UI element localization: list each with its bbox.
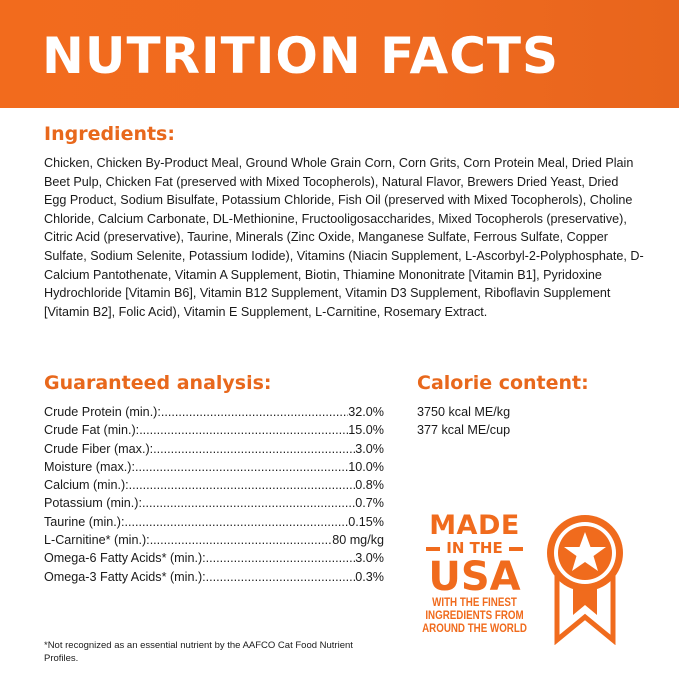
analysis-row: Potassium (min.): 0.7% (44, 494, 384, 512)
badge-sub-3: AROUND THE WORLD (422, 622, 527, 635)
badge-sub-2: INGREDIENTS FROM (425, 609, 524, 622)
calorie-per-cup: 377 kcal ME/cup (417, 423, 511, 438)
badge-sub-1: WITH THE FINEST (432, 597, 517, 609)
analysis-value: 0.8% (355, 478, 384, 493)
analysis-row: Omega-6 Fatty Acids* (min.): 3.0% (44, 549, 384, 567)
analysis-row: L-Carnitine* (min.): 80 mg/kg (44, 531, 384, 549)
calorie-heading: Calorie content: (417, 372, 589, 394)
dot-leader (124, 513, 348, 531)
analysis-row: Omega-3 Fatty Acids* (min.): 0.3% (44, 568, 384, 586)
analysis-label: Calcium (min.): (44, 478, 129, 493)
award-ribbon-star-icon (547, 515, 623, 645)
analysis-row: Taurine (min.): 0.15% (44, 513, 384, 531)
made-in-usa-badge: MADE IN THE USA WITH THE FINEST INGREDIE… (412, 512, 537, 635)
calorie-per-kg: 3750 kcal ME/kg (417, 405, 511, 419)
analysis-value: 80 mg/kg (332, 533, 384, 548)
analysis-label: Potassium (min.): (44, 496, 142, 511)
ingredients-heading: Ingredients: (44, 123, 175, 145)
analysis-row: Calcium (min.): 0.8% (44, 476, 384, 494)
analysis-value: 10.0% (348, 459, 384, 474)
analysis-table: Crude Protein (min.): 32.0% Crude Fat (min… (44, 403, 384, 586)
calorie-content: 3750 kcal ME/kg 377 kcal ME/cup (417, 403, 510, 440)
analysis-label: Taurine (min.): (44, 514, 125, 529)
analysis-row: Crude Protein (min.): 32.0% (44, 403, 384, 421)
badge-in-the-text: IN THE (446, 539, 503, 557)
analysis-value: 3.0% (355, 441, 384, 456)
analysis-value: 32.0% (348, 405, 384, 419)
dot-leader (153, 440, 355, 458)
analysis-label: Moisture (max.): (44, 459, 135, 474)
dot-leader (139, 421, 348, 439)
dot-leader (150, 531, 333, 549)
analysis-label: Crude Fat (min.): (44, 423, 140, 438)
header-banner: NUTRITION FACTS (0, 0, 679, 108)
ingredients-text: Chicken, Chicken By-Product Meal, Ground… (44, 156, 644, 319)
analysis-label: L-Carnitine* (min.): (44, 533, 150, 548)
badge-in-the: IN THE (412, 540, 537, 557)
footnote: *Not recognized as an essential nutrient… (44, 640, 353, 664)
analysis-label: Omega-3 Fatty Acids* (min.): (44, 569, 206, 584)
analysis-value: 0.3% (355, 569, 384, 584)
analysis-label: Omega-6 Fatty Acids* (min.): (44, 551, 206, 566)
dot-leader (206, 549, 356, 567)
dot-leader (206, 568, 356, 586)
dot-leader (161, 403, 348, 421)
analysis-label: Crude Fiber (max.): (44, 441, 154, 456)
dot-leader (135, 458, 348, 476)
page-title: NUTRITION FACTS (42, 27, 560, 85)
badge-usa: USA (428, 554, 521, 600)
analysis-heading: Guaranteed analysis: (44, 372, 272, 394)
analysis-value: 0.7% (355, 496, 384, 511)
analysis-value: 0.15% (348, 514, 384, 529)
badge-made: MADE (429, 510, 520, 541)
analysis-row: Crude Fiber (max.): 3.0% (44, 440, 384, 458)
analysis-value: 3.0% (355, 551, 384, 566)
analysis-value: 15.0% (348, 423, 384, 438)
dot-leader (129, 476, 356, 494)
analysis-row: Moisture (max.): 10.0% (44, 458, 384, 476)
analysis-label: Crude Protein (min.): (44, 405, 161, 419)
analysis-row: Crude Fat (min.): 15.0% (44, 421, 384, 439)
dot-leader (142, 494, 355, 512)
